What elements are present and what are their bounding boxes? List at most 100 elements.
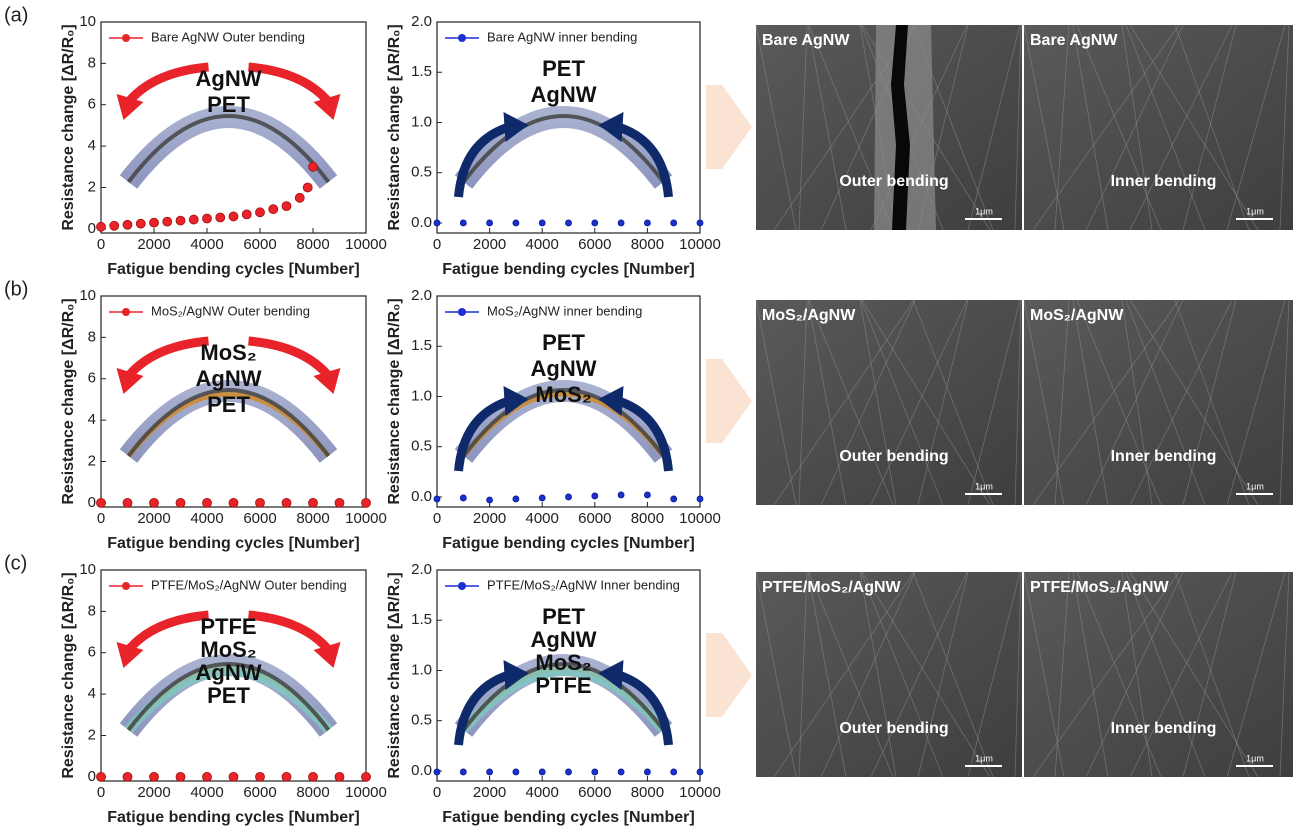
y-tick-label: 2.0 bbox=[411, 287, 432, 304]
inset-layer bbox=[461, 662, 666, 732]
sem-label: Bare AgNW bbox=[1030, 32, 1118, 49]
arrow bbox=[125, 336, 209, 379]
arrow-head bbox=[598, 386, 624, 416]
panel-label: (b) bbox=[4, 278, 28, 300]
data-point bbox=[202, 213, 212, 224]
data-point bbox=[294, 192, 305, 203]
x-tick-label: 6000 bbox=[243, 510, 276, 527]
data-point bbox=[512, 495, 520, 503]
arrow bbox=[616, 670, 673, 746]
nanowire bbox=[917, 571, 969, 778]
y-tick-label: 2 bbox=[88, 452, 96, 469]
sem-caption: Outer bending bbox=[839, 720, 948, 737]
nanowire bbox=[807, 24, 847, 231]
x-tick-label: 8000 bbox=[631, 510, 664, 527]
y-tick-label: 10 bbox=[79, 13, 96, 30]
legend-label: Bare AgNW Outer bending bbox=[151, 29, 305, 44]
nanowire bbox=[755, 571, 797, 778]
y-tick-label: 0.0 bbox=[411, 488, 432, 505]
nanowire bbox=[1014, 24, 1022, 231]
data-point bbox=[459, 219, 467, 227]
crack bbox=[891, 25, 910, 230]
x-axis-label: Fatigue bending cycles [Number] bbox=[107, 535, 359, 552]
inset-label: PTFE bbox=[535, 673, 591, 698]
arrow bbox=[454, 670, 511, 746]
arrow-head bbox=[116, 94, 144, 120]
y-tick-label: 0 bbox=[88, 768, 96, 785]
inset-layer bbox=[461, 388, 666, 458]
nanowire bbox=[1121, 571, 1153, 778]
data-point bbox=[175, 215, 186, 226]
x-tick-label: 8000 bbox=[631, 236, 664, 253]
y-tick-label: 1.5 bbox=[411, 611, 432, 628]
inset-label: PET bbox=[207, 683, 250, 708]
y-tick-label: 2.0 bbox=[411, 13, 432, 30]
nanowire bbox=[917, 299, 969, 506]
legend-marker bbox=[122, 34, 130, 42]
data-point bbox=[308, 771, 318, 782]
nanowire bbox=[1174, 24, 1250, 231]
y-axis-label: Resistance change [ΔR/R₀] bbox=[386, 572, 403, 778]
legend-marker bbox=[458, 34, 466, 42]
nanowire bbox=[860, 299, 944, 506]
x-tick-label: 10000 bbox=[679, 236, 721, 253]
sem-caption: Inner bending bbox=[1111, 173, 1217, 190]
nanowire bbox=[807, 299, 847, 506]
x-tick-label: 4000 bbox=[190, 236, 223, 253]
legend-marker bbox=[122, 582, 130, 590]
data-point bbox=[202, 497, 212, 508]
x-tick-label: 8000 bbox=[296, 784, 329, 801]
sem-image bbox=[1024, 25, 1293, 230]
y-axis-label: Resistance change [ΔR/R₀] bbox=[386, 298, 403, 504]
nanowire bbox=[773, 571, 915, 778]
arrow bbox=[125, 62, 209, 105]
arrow bbox=[454, 396, 511, 472]
scale-label: 1μm bbox=[975, 206, 993, 216]
data-point bbox=[361, 497, 371, 508]
arrow-head bbox=[598, 112, 624, 142]
arrow bbox=[454, 122, 511, 198]
data-point bbox=[617, 219, 625, 227]
data-point bbox=[215, 212, 226, 223]
plot-frame bbox=[100, 21, 367, 234]
legend-label: Bare AgNW inner bending bbox=[487, 29, 637, 44]
data-point bbox=[241, 209, 252, 220]
data-point bbox=[670, 768, 678, 776]
x-tick-label: 2000 bbox=[473, 784, 506, 801]
y-axis-label: Resistance change [ΔR/R₀] bbox=[60, 298, 77, 504]
nanowire bbox=[967, 571, 1021, 778]
nanowire bbox=[755, 299, 797, 506]
data-point bbox=[565, 219, 572, 227]
y-tick-label: 2.0 bbox=[411, 561, 432, 578]
nanowire bbox=[967, 24, 1021, 231]
scale-label: 1μm bbox=[1246, 206, 1264, 216]
x-tick-label: 4000 bbox=[526, 784, 559, 801]
data-point bbox=[96, 221, 106, 232]
nanowire bbox=[808, 571, 894, 778]
x-tick-label: 2000 bbox=[473, 236, 506, 253]
inset-label: MoS₂ bbox=[535, 382, 591, 407]
data-point bbox=[268, 204, 279, 215]
x-axis-label: Fatigue bending cycles [Number] bbox=[107, 261, 359, 278]
nanowire bbox=[861, 571, 991, 778]
data-point bbox=[302, 182, 313, 193]
x-tick-label: 0 bbox=[433, 236, 441, 253]
nanowire bbox=[1054, 299, 1070, 506]
inset-layer bbox=[461, 114, 666, 184]
y-tick-label: 0.5 bbox=[411, 712, 432, 729]
data-point bbox=[644, 768, 651, 776]
data-point bbox=[96, 497, 106, 508]
y-axis-label: Resistance change [ΔR/R₀] bbox=[60, 572, 77, 778]
data-point bbox=[538, 219, 546, 227]
y-tick-label: 1.0 bbox=[411, 661, 432, 678]
y-tick-label: 4 bbox=[88, 137, 96, 154]
data-point bbox=[334, 497, 345, 508]
nanowire bbox=[1054, 571, 1070, 778]
arrow-head bbox=[503, 112, 529, 142]
legend-label: MoS₂/AgNW inner bending bbox=[487, 303, 642, 318]
x-tick-label: 6000 bbox=[578, 784, 611, 801]
data-point bbox=[175, 497, 186, 508]
arrow-head bbox=[116, 642, 144, 668]
inset-label: AgNW bbox=[531, 356, 597, 381]
x-tick-label: 4000 bbox=[526, 510, 559, 527]
